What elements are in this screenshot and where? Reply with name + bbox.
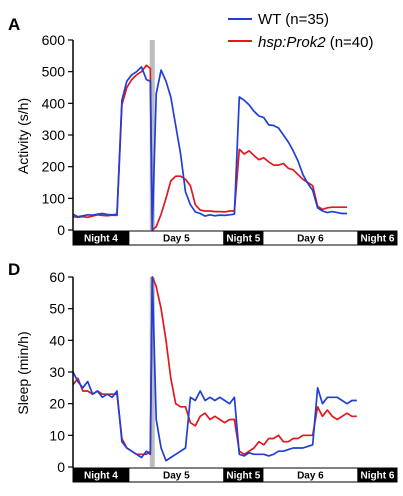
panel-a-bar-label: Day 5 [163, 234, 190, 245]
panel-d-y-axis-title: Sleep (min/h) [15, 331, 31, 414]
panel-a-heat-shock-bar [149, 40, 155, 230]
legend: WT (n=35) hsp:Prok2 (n=40) [228, 11, 374, 51]
panel-a-heat-shock-marker [149, 40, 155, 230]
panel-a-bar-segment [357, 230, 398, 246]
panel-d-y-tick-label: 10 [49, 427, 65, 443]
legend-entry-wt: WT (n=35) [228, 11, 329, 28]
panel-d-series [72, 276, 357, 462]
panel-d-y-tick-label: 40 [49, 332, 65, 348]
panel-d-bar-segment [357, 467, 398, 483]
panel-a-y-tick-label: 200 [42, 159, 66, 175]
panel-letter-d: D [8, 260, 20, 279]
panel-a-y-ticks: 0 100 200 300 400 500 600 [42, 32, 73, 238]
panel-d-heat-shock-bar [149, 277, 155, 467]
panel-d-bar-label: Night 4 [84, 471, 118, 482]
panel-a-light-dark-bar: Night 4 Day 5 Night 5 Day 6 Night 6 [72, 230, 398, 246]
panel-a-y-tick-label: 400 [42, 95, 66, 111]
panel-a-bar-label: Night 5 [226, 234, 260, 245]
panel-a-y-tick-label: 600 [42, 32, 66, 48]
panel-a-y-tick-label: 100 [42, 190, 66, 206]
panel-d-y-ticks: 0 10 20 30 40 50 60 [49, 269, 73, 475]
panel-a-series [72, 64, 347, 231]
panel-d-bar-label: Night 6 [361, 471, 395, 482]
panel-a-series-line-wt [72, 66, 347, 231]
panel-a-activity-chart: A Activity (s/h) 0 100 200 300 400 500 600 Nig… [8, 15, 398, 246]
panel-a-y-tick-label: 500 [42, 64, 66, 80]
legend-label-wt: WT (n=35) [258, 11, 329, 28]
panel-d-bar-label: Night 5 [226, 471, 260, 482]
panel-d-bar-label: Day 6 [297, 471, 324, 482]
panel-d-y-tick-label: 30 [49, 364, 65, 380]
panel-d-y-tick-label: 20 [49, 396, 65, 412]
panel-a-y-tick-label: 0 [57, 222, 65, 238]
panel-d-series-line-wt [72, 276, 357, 462]
panel-a-y-axis-title: Activity (s/h) [15, 98, 31, 174]
panel-a-series-line-prok2 [72, 64, 347, 231]
legend-entry-hsp-prok2: hsp:Prok2 (n=40) [228, 34, 374, 51]
panel-letter-a: A [8, 15, 20, 34]
panel-d-heat-shock-marker [149, 277, 155, 467]
panel-d-bar-label: Day 5 [163, 471, 190, 482]
legend-label-hsp-prok2: hsp:Prok2 (n=40) [258, 34, 374, 51]
panel-d-y-tick-label: 0 [57, 459, 65, 475]
panel-d-y-tick-label: 50 [49, 301, 65, 317]
panel-a-y-tick-label: 300 [42, 127, 66, 143]
panel-d-sleep-chart: D Sleep (min/h) 0 10 20 30 40 50 60 Night 4 Day… [8, 260, 398, 483]
panel-a-bar-label: Night 6 [361, 234, 395, 245]
panel-a-bar-label: Day 6 [297, 234, 324, 245]
panel-d-y-tick-label: 60 [49, 269, 65, 285]
panel-d-light-dark-bar: Night 4 Day 5 Night 5 Day 6 Night 6 [72, 467, 398, 483]
panel-a-bar-label: Night 4 [84, 234, 118, 245]
